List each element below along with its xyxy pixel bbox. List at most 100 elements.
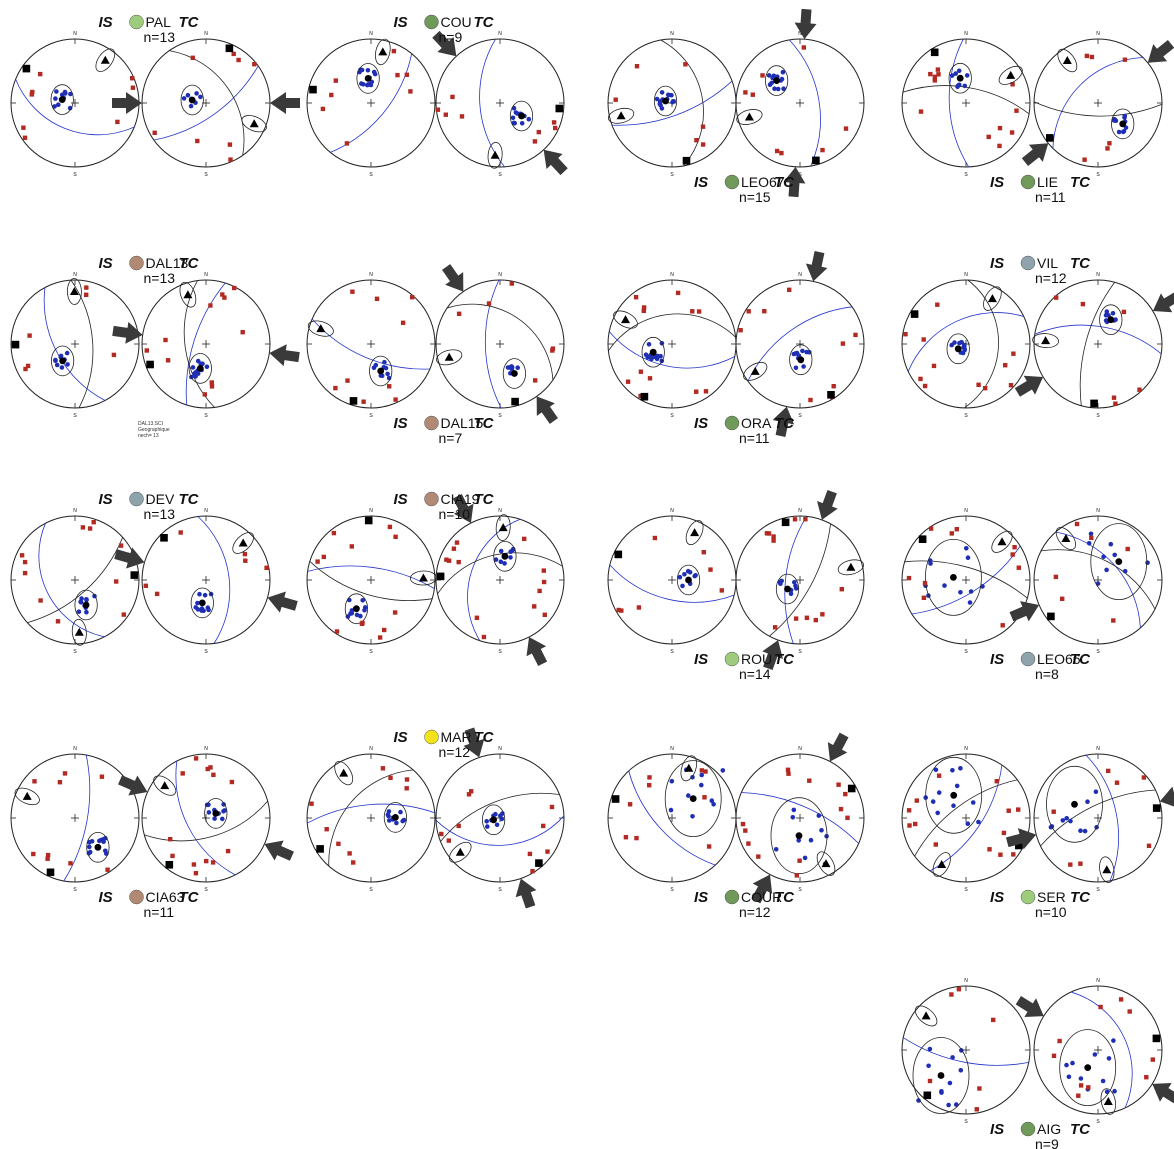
site-ora-arrow-1-shape [805,251,828,282]
site-cou-is-triangle-ellipse [374,38,391,66]
site-pal-tc-mean-pole [188,96,196,104]
site-cou-tc-sigma1-square [555,104,564,113]
site-mar-tc-great-circle-0 [435,815,565,846]
site-cour-is-pole-point [699,782,704,788]
site-dal15-is-north-label: N [369,272,373,278]
site-aig-tc-triangle-ellipse [1100,1088,1117,1115]
site-cia63-is-square-point [31,851,36,857]
site-mar-is-square-point [336,841,341,846]
site-mar-tc-square-point [545,849,550,854]
site-rou-is-south-label: S [670,649,674,655]
site-cour-tc-pole-point [790,815,796,820]
site-lie-tc-mean-pole [1119,120,1127,128]
site-leo67-tc-pole-point [775,86,781,92]
site-aig-tc-pole-point [1064,1062,1069,1068]
site-cia19-is-square-point [349,544,354,549]
site-ser-is-square-point [936,773,942,778]
site-pal-tc-square-point [227,142,233,147]
site-dev-tc-pole-point [205,605,211,610]
site-rou-tc-square-point [793,616,799,621]
site-vil-is-sigma1-square [910,310,919,318]
site-dal15: N S N S [306,264,565,424]
site-ora-is-square-point [696,309,702,314]
site-leo66-is-pole-point [942,583,947,588]
site-vil-is-square-point [1011,351,1016,356]
site-cour-is-square-point [702,795,707,800]
site-ser-tc-triangle-ellipse [1099,856,1115,883]
site-leo66-tc-pole-point [1101,554,1106,559]
site-leo67-tc-triangle-ellipse [736,109,763,125]
tc-label: TC [1070,255,1091,272]
site-aig-is-sigma3-triangle [921,1011,931,1020]
site-cia63-tc-square-point [229,779,235,785]
site-mar-tc-square-point [530,869,535,874]
site-color-dot [129,255,144,271]
site-dev-arrow-2 [114,547,145,569]
site-aig-tc-pole-point [1106,1056,1112,1061]
site-dal15-tc-square-point [550,346,556,351]
site-cour-is-square-point [699,768,704,773]
site-leo66-tc-square-point [1074,521,1080,527]
site-cia19-is-square-point [377,635,383,640]
site-pal-is-great-circle-0 [15,78,135,136]
site-aig-arrow-2-shape [1015,995,1044,1017]
site-aig-tc-pole-point [1100,1078,1106,1084]
site-cia63-tc-pole-point [206,810,212,815]
site-cia19-is-south-label: S [369,649,373,655]
site-ser-is-square-point [1016,807,1021,812]
site-cia63-tc-sigma3-triangle [160,781,170,790]
site-mar-tc-pole-point [498,813,503,818]
site-aig-arrow-1-shape [1152,1083,1174,1105]
site-dal15-tc-confidence-ellipse [502,358,527,389]
site-pal-is-square-point [22,135,28,140]
site-pal-arrow-1 [270,92,300,114]
site-aig-is-pole-point [927,1046,933,1052]
site-cour-tc-square-point [746,841,751,846]
site-dal13-is-pole-point [53,357,58,363]
site-vil-is-square-point [903,332,908,337]
site-leo67-tc-square-point [779,150,784,156]
site-dal15-arrow-1-shape [442,264,464,292]
site-rou-is-great-circle-0 [609,564,735,603]
site-rou-tc-square-point [820,612,825,617]
site-mar-tc-square-point [469,789,474,794]
site-ora-tc-pole-point [793,365,799,371]
site-cia19-tc-square-point [444,557,449,562]
site-cia63-is-triangle-ellipse [14,787,40,806]
site-vil-is-square-point [922,383,928,389]
site-vil-arrow-1-shape [1152,291,1174,313]
site-leo66-is-north-label: N [964,508,968,514]
site-n-count: n=7 [439,430,463,446]
site-cour-is-triangle-ellipse [680,755,698,782]
site-leo66-tc-square-point [1125,546,1130,552]
site-pal-tc-pole-point [188,103,194,109]
site-leo66-is-mean-pole [950,574,957,581]
tc-label: TC [774,651,795,668]
site-mar-arrow-1-shape [463,727,485,758]
site-cia63-is-sigma3-triangle [22,791,32,800]
stereonet-pairs: N S N S N S N S N S N S N S N S N S N S N S N S N S N S N S N S N S N S N S N S… [10,8,1174,1125]
site-dev-arrow-1 [267,591,298,613]
site-lie-tc-square-point [1122,57,1128,62]
site-lie-is-square-point [918,109,924,114]
site-cia63-arrow-1-shape [118,775,148,796]
site-cia63-tc-square-point [210,860,216,865]
site-name: MAR [441,729,472,745]
site-dev-tc-pole-point [202,592,208,598]
site-vil-arrow-2 [1014,375,1044,397]
site-rou-tc-square-point [766,531,772,536]
site-aig-is-great-circle-0 [902,1037,1029,1066]
site-vil-is-sigma3-triangle [987,294,997,303]
site-dal13-tc-square-point [220,292,225,297]
site-cia19-tc-square-point [541,579,547,585]
site-pal-tc-pole-point [198,94,203,100]
site-cia19-is-square-point [392,610,398,615]
site-cia19-tc-square-point [522,536,527,542]
site-cou-tc-square-point [450,94,455,100]
site-vil-tc-south-label: S [1096,413,1100,419]
site-dal13-tc-pole-point [190,365,196,370]
site-dev-tc-pole-point [197,591,202,597]
site-leo67-tc-pole-point [772,86,777,91]
is-label: IS [99,255,113,272]
